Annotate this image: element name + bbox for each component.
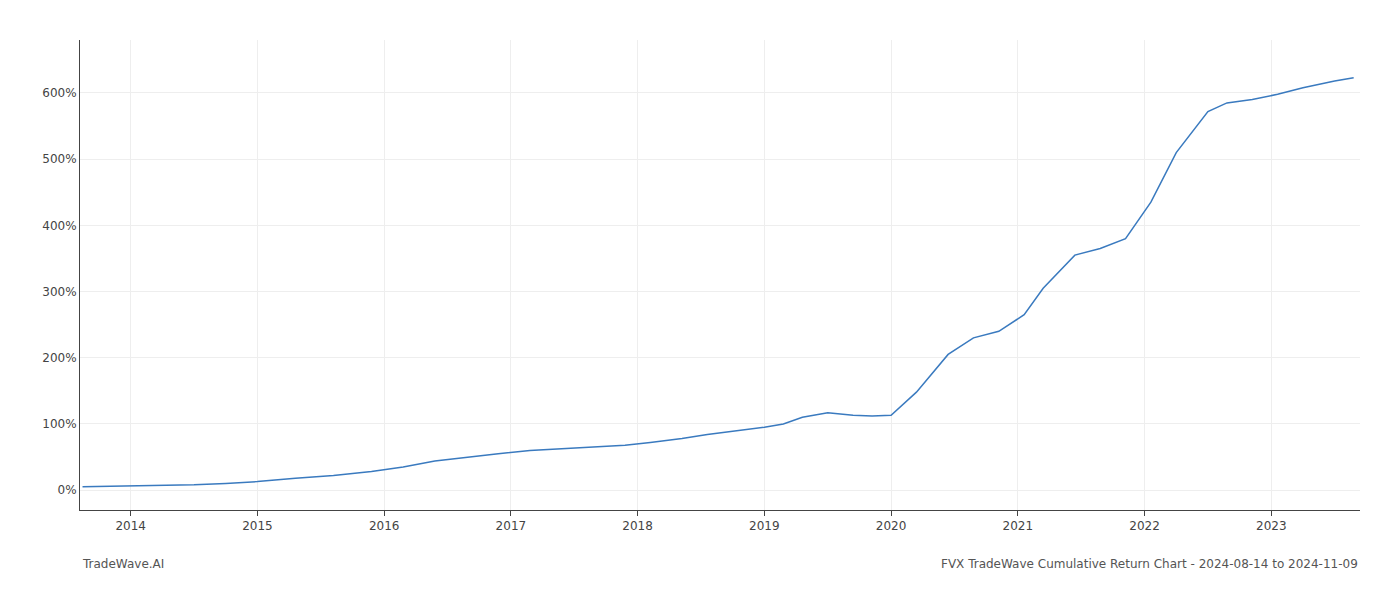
svg-text:TradeWave.AI: TradeWave.AI xyxy=(82,557,164,571)
svg-text:2023: 2023 xyxy=(1256,519,1287,533)
svg-text:2020: 2020 xyxy=(876,519,907,533)
svg-text:2022: 2022 xyxy=(1129,519,1160,533)
svg-text:2018: 2018 xyxy=(622,519,653,533)
svg-text:2021: 2021 xyxy=(1003,519,1034,533)
svg-text:2014: 2014 xyxy=(115,519,146,533)
svg-text:500%: 500% xyxy=(42,152,76,166)
svg-text:400%: 400% xyxy=(42,219,76,233)
svg-text:2017: 2017 xyxy=(496,519,527,533)
svg-text:100%: 100% xyxy=(42,417,76,431)
svg-text:2015: 2015 xyxy=(242,519,273,533)
svg-text:FVX TradeWave Cumulative Retur: FVX TradeWave Cumulative Return Chart - … xyxy=(941,557,1358,571)
svg-text:300%: 300% xyxy=(42,285,76,299)
svg-text:0%: 0% xyxy=(58,483,77,497)
svg-text:200%: 200% xyxy=(42,351,76,365)
svg-text:2019: 2019 xyxy=(749,519,780,533)
svg-text:600%: 600% xyxy=(42,86,76,100)
svg-text:2016: 2016 xyxy=(369,519,400,533)
